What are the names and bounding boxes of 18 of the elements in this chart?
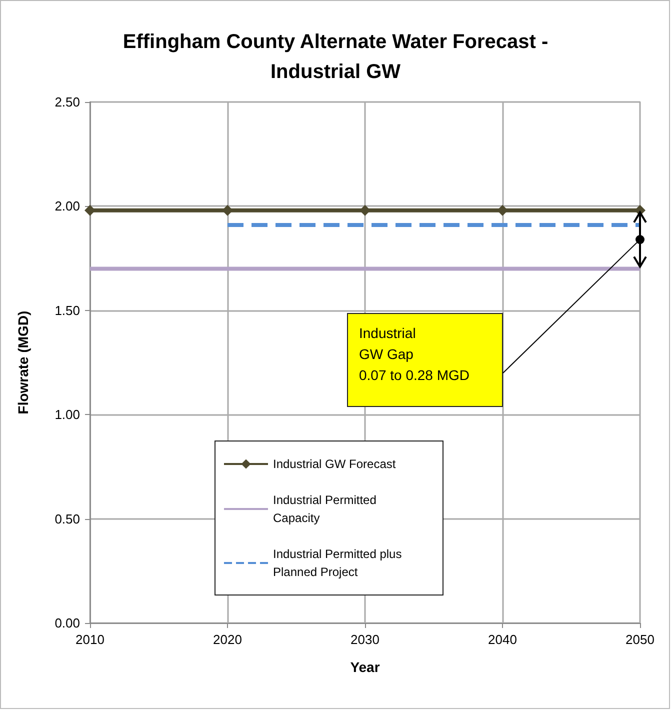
x-tick-label: 2030 <box>350 632 380 647</box>
y-tick-label: 0.50 <box>54 511 80 526</box>
y-tick-label: 1.50 <box>54 302 80 318</box>
chart-title: Effingham County Alternate Water Forecast - Industrial GW <box>122 31 548 83</box>
x-tick-label: 2050 <box>626 632 654 647</box>
x-tick-label: 2010 <box>76 632 104 647</box>
y-tick-label: 0.00 <box>54 616 80 630</box>
x-axis-title: Year <box>350 659 380 675</box>
y-tick-label: 1.00 <box>54 407 80 422</box>
legend-label: Industrial GW Forecast <box>273 457 396 471</box>
annotation: Industrial GW Gap 0.07 to 0.28 MGD <box>359 324 470 385</box>
x-tick-label: 2020 <box>213 632 242 647</box>
y-tick-label: 2.50 <box>54 94 80 110</box>
y-axis-title: Flowrate (MGD) <box>15 310 31 414</box>
y-tick-label: 2.00 <box>54 198 80 214</box>
legend-label: Industrial Permitted plus Planned Project <box>273 547 406 579</box>
legend-label: Industrial Permitted Capacity <box>273 493 380 525</box>
x-tick-label: 2040 <box>488 632 517 647</box>
